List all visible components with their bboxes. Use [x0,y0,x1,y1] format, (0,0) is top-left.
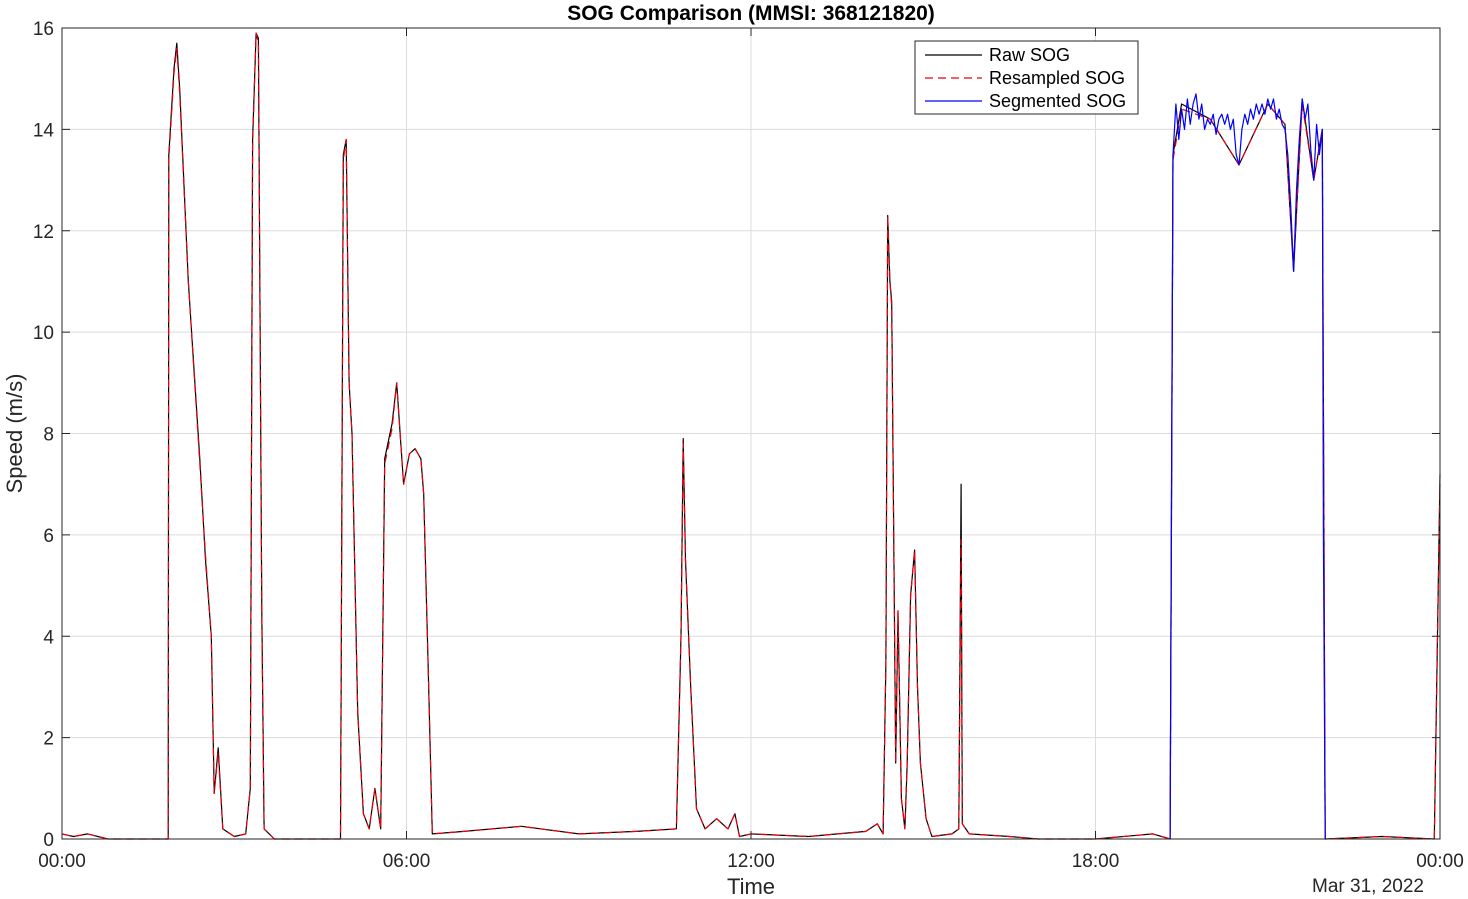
x-axis-label: Time [727,874,775,899]
legend: Raw SOG Resampled SOG Segmented SOG [914,40,1139,115]
legend-label: Segmented SOG [989,91,1126,111]
series-layer [61,32,1441,840]
x-tick-label: 06:00 [383,851,431,872]
series-line-resampled-sog [61,32,1441,840]
y-tick-label: 14 [33,120,55,141]
y-tick-label: 16 [33,19,54,40]
y-tick-label: 0 [43,830,54,851]
series-line-segmented-sog [1169,93,1326,840]
legend-label: Raw SOG [989,45,1070,65]
y-tick-label: 6 [43,526,54,547]
y-tick-label: 10 [33,323,54,344]
y-tick-label: 4 [43,627,54,648]
x-tick-label: 18:00 [1072,851,1120,872]
y-tick-label: 2 [43,729,54,750]
x-axis-date-label: Mar 31, 2022 [1312,876,1424,897]
axis-ticks: 0 2 4 6 8 10 12 14 16 00:00 06:00 12:00 18:00 00:00 [33,19,1464,872]
y-tick-label: 12 [33,222,54,243]
y-axis-label: Speed (m/s) [2,374,27,494]
legend-label: Resampled SOG [989,68,1125,88]
x-tick-label: 00:00 [1416,851,1464,872]
grid-lines [61,27,1441,840]
y-tick-label: 8 [43,425,54,446]
x-tick-label: 00:00 [38,851,86,872]
x-tick-label: 12:00 [727,851,775,872]
chart-title: SOG Comparison (MMSI: 368121820) [567,2,935,25]
series-line-raw-sog [61,32,1441,840]
